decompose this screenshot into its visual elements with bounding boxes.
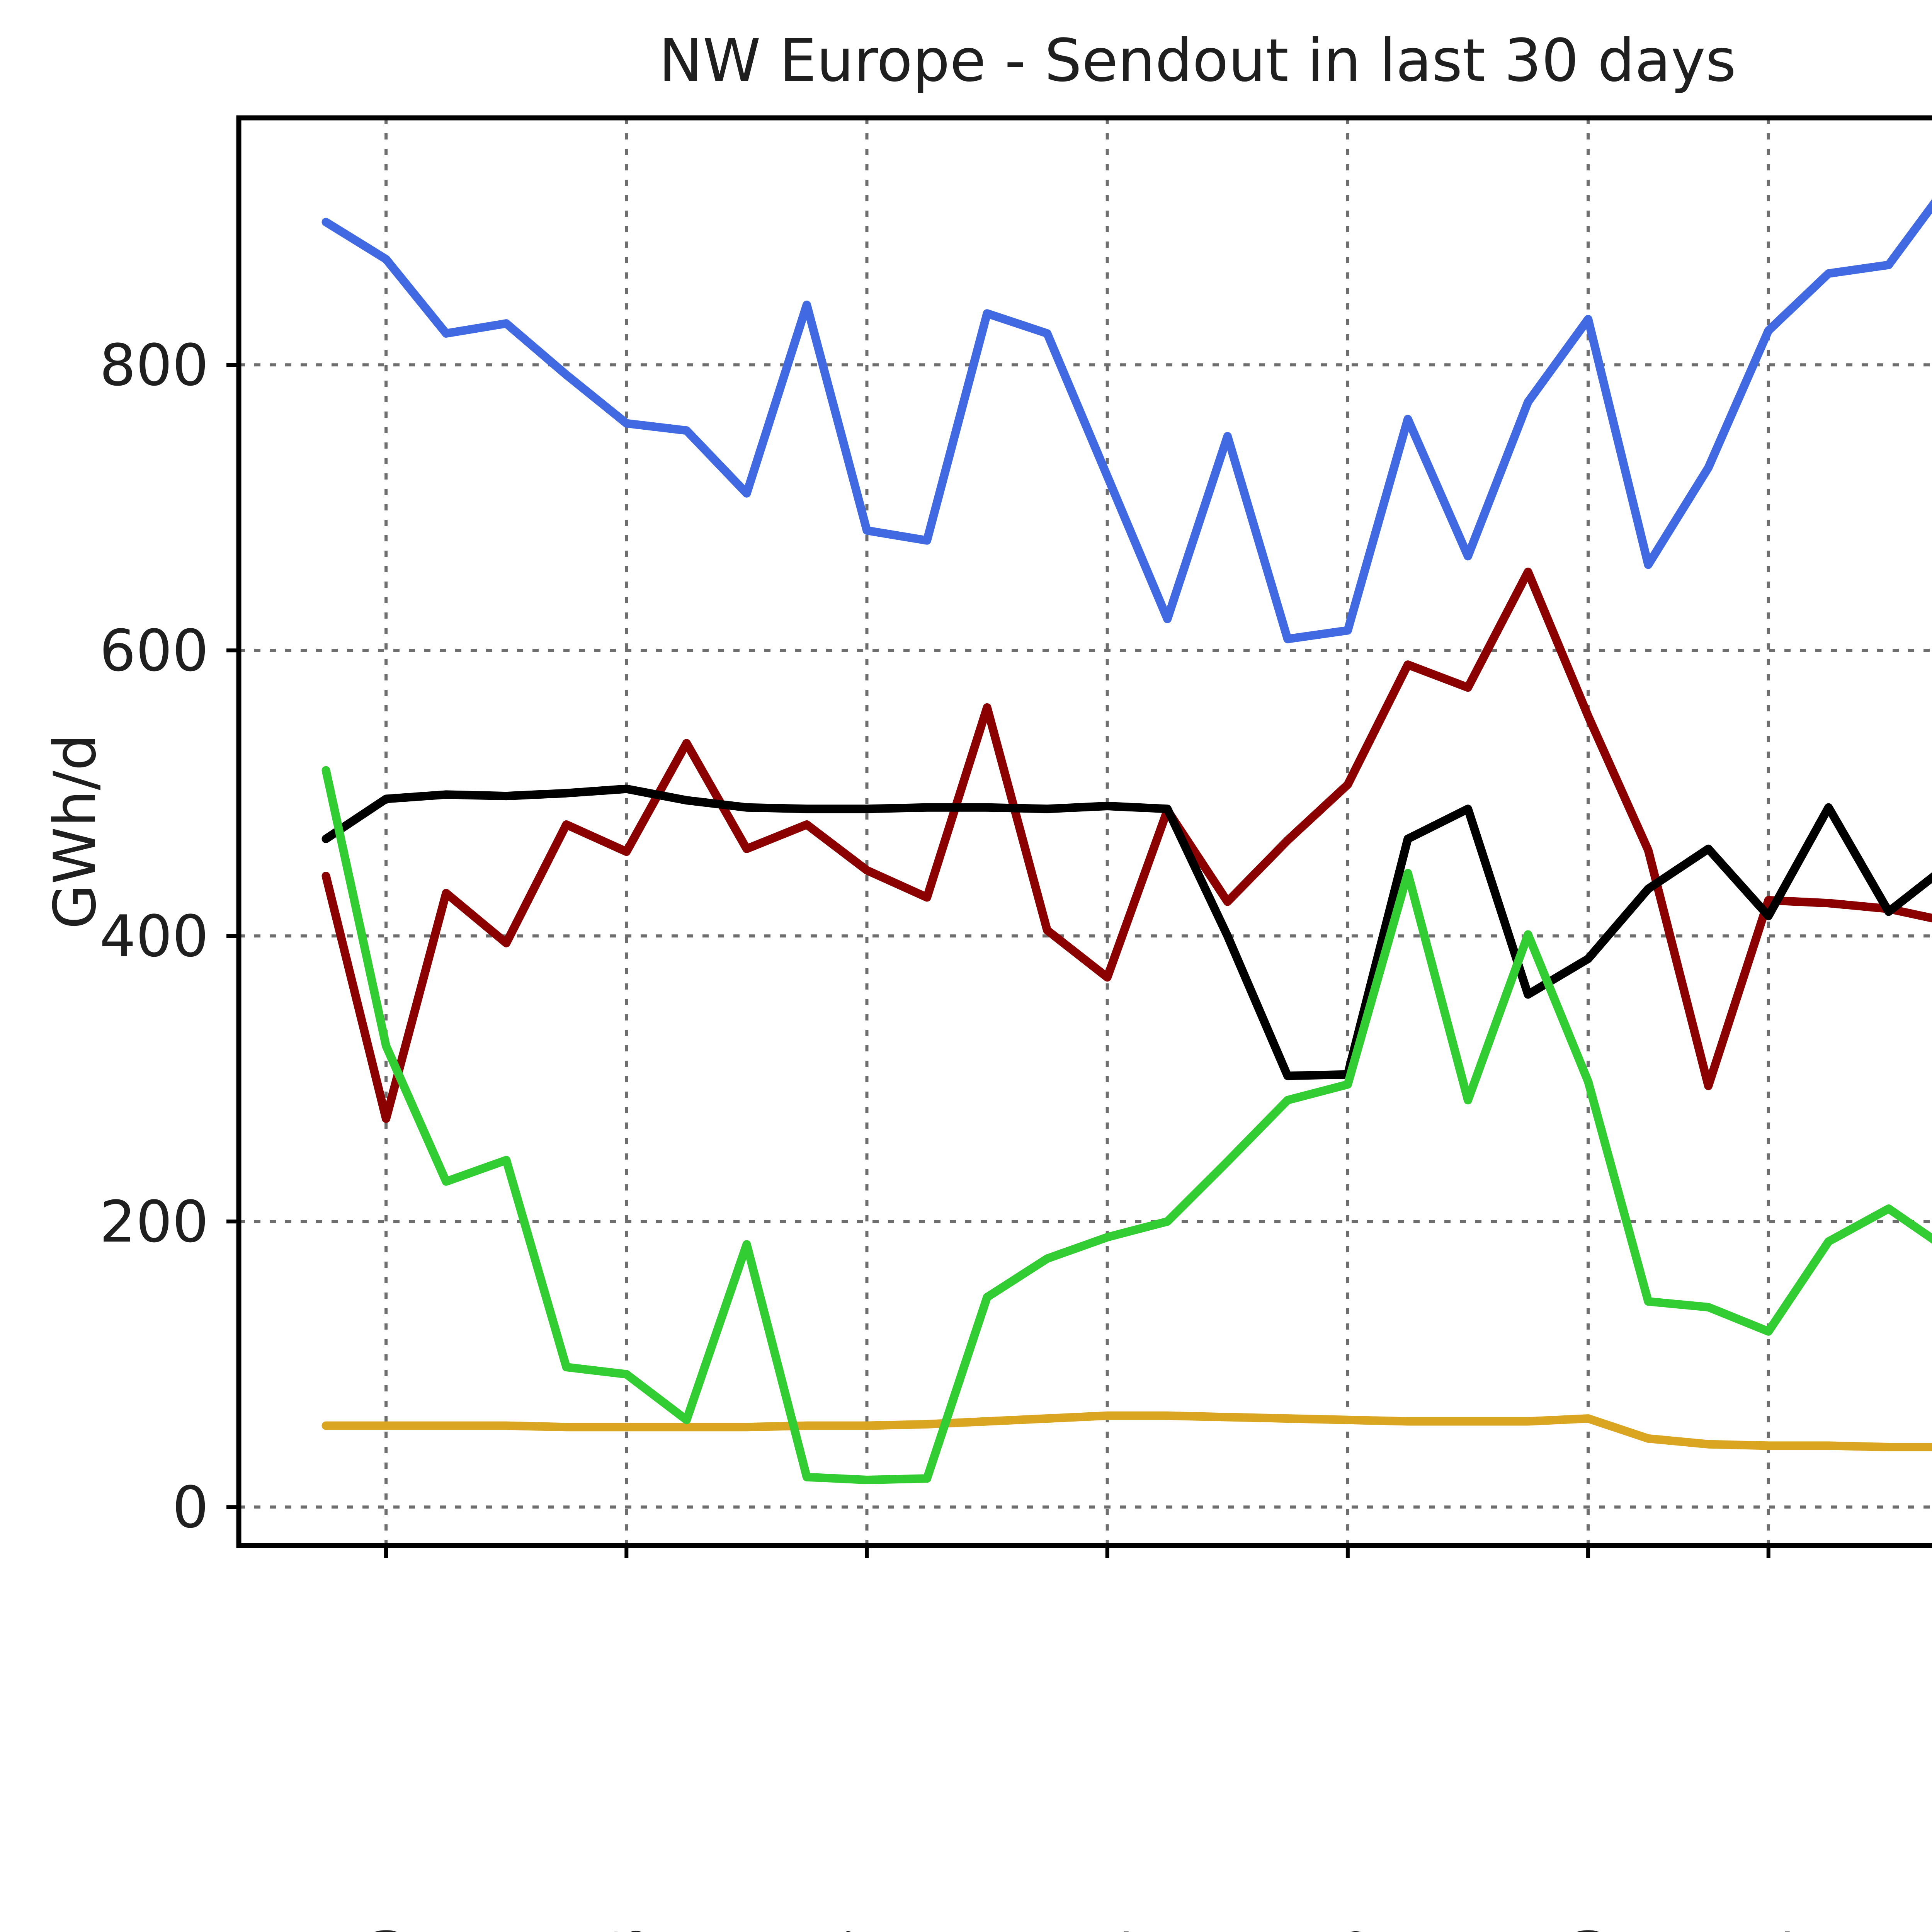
milford-haven-line (321, 199, 1932, 643)
y-tick-label: 800 (100, 332, 209, 398)
gate-line (321, 784, 1932, 1080)
x-tick-label: 2026-01-25 (1316, 1926, 1383, 1932)
y-tick-label: 600 (100, 617, 209, 684)
eemshaven-line (321, 1411, 1932, 1451)
isle-of-grain-line (321, 766, 1932, 1484)
zeebrugge-line (321, 568, 1932, 1123)
y-tick-label: 400 (100, 903, 209, 969)
series-lines (321, 199, 1932, 1484)
x-tick-label: 2026-01-29 (1556, 1926, 1623, 1932)
axes-frame (236, 115, 1932, 1548)
x-tick-label: 2026-02-01 (1737, 1926, 1803, 1932)
x-tick-label: 2026-01-13 (595, 1926, 661, 1932)
x-tick-label: 2026-01-21 (1076, 1926, 1142, 1932)
y-tick-label: 200 (100, 1189, 209, 1255)
y-tick-label: 0 (172, 1474, 209, 1541)
gridlines (239, 118, 1932, 1546)
x-tick-label: 2026-01-09 (354, 1926, 421, 1932)
x-tick-label: 2026-01-17 (835, 1926, 901, 1932)
y-axis-tick-labels: 0 200 400 600 800 (100, 332, 209, 1541)
chart-title: NW Europe - Sendout in last 30 days (658, 26, 1736, 95)
x-axis-tick-labels: 2026-01-09 2026-01-13 2026-01-17 2026-01… (354, 1926, 1803, 1932)
